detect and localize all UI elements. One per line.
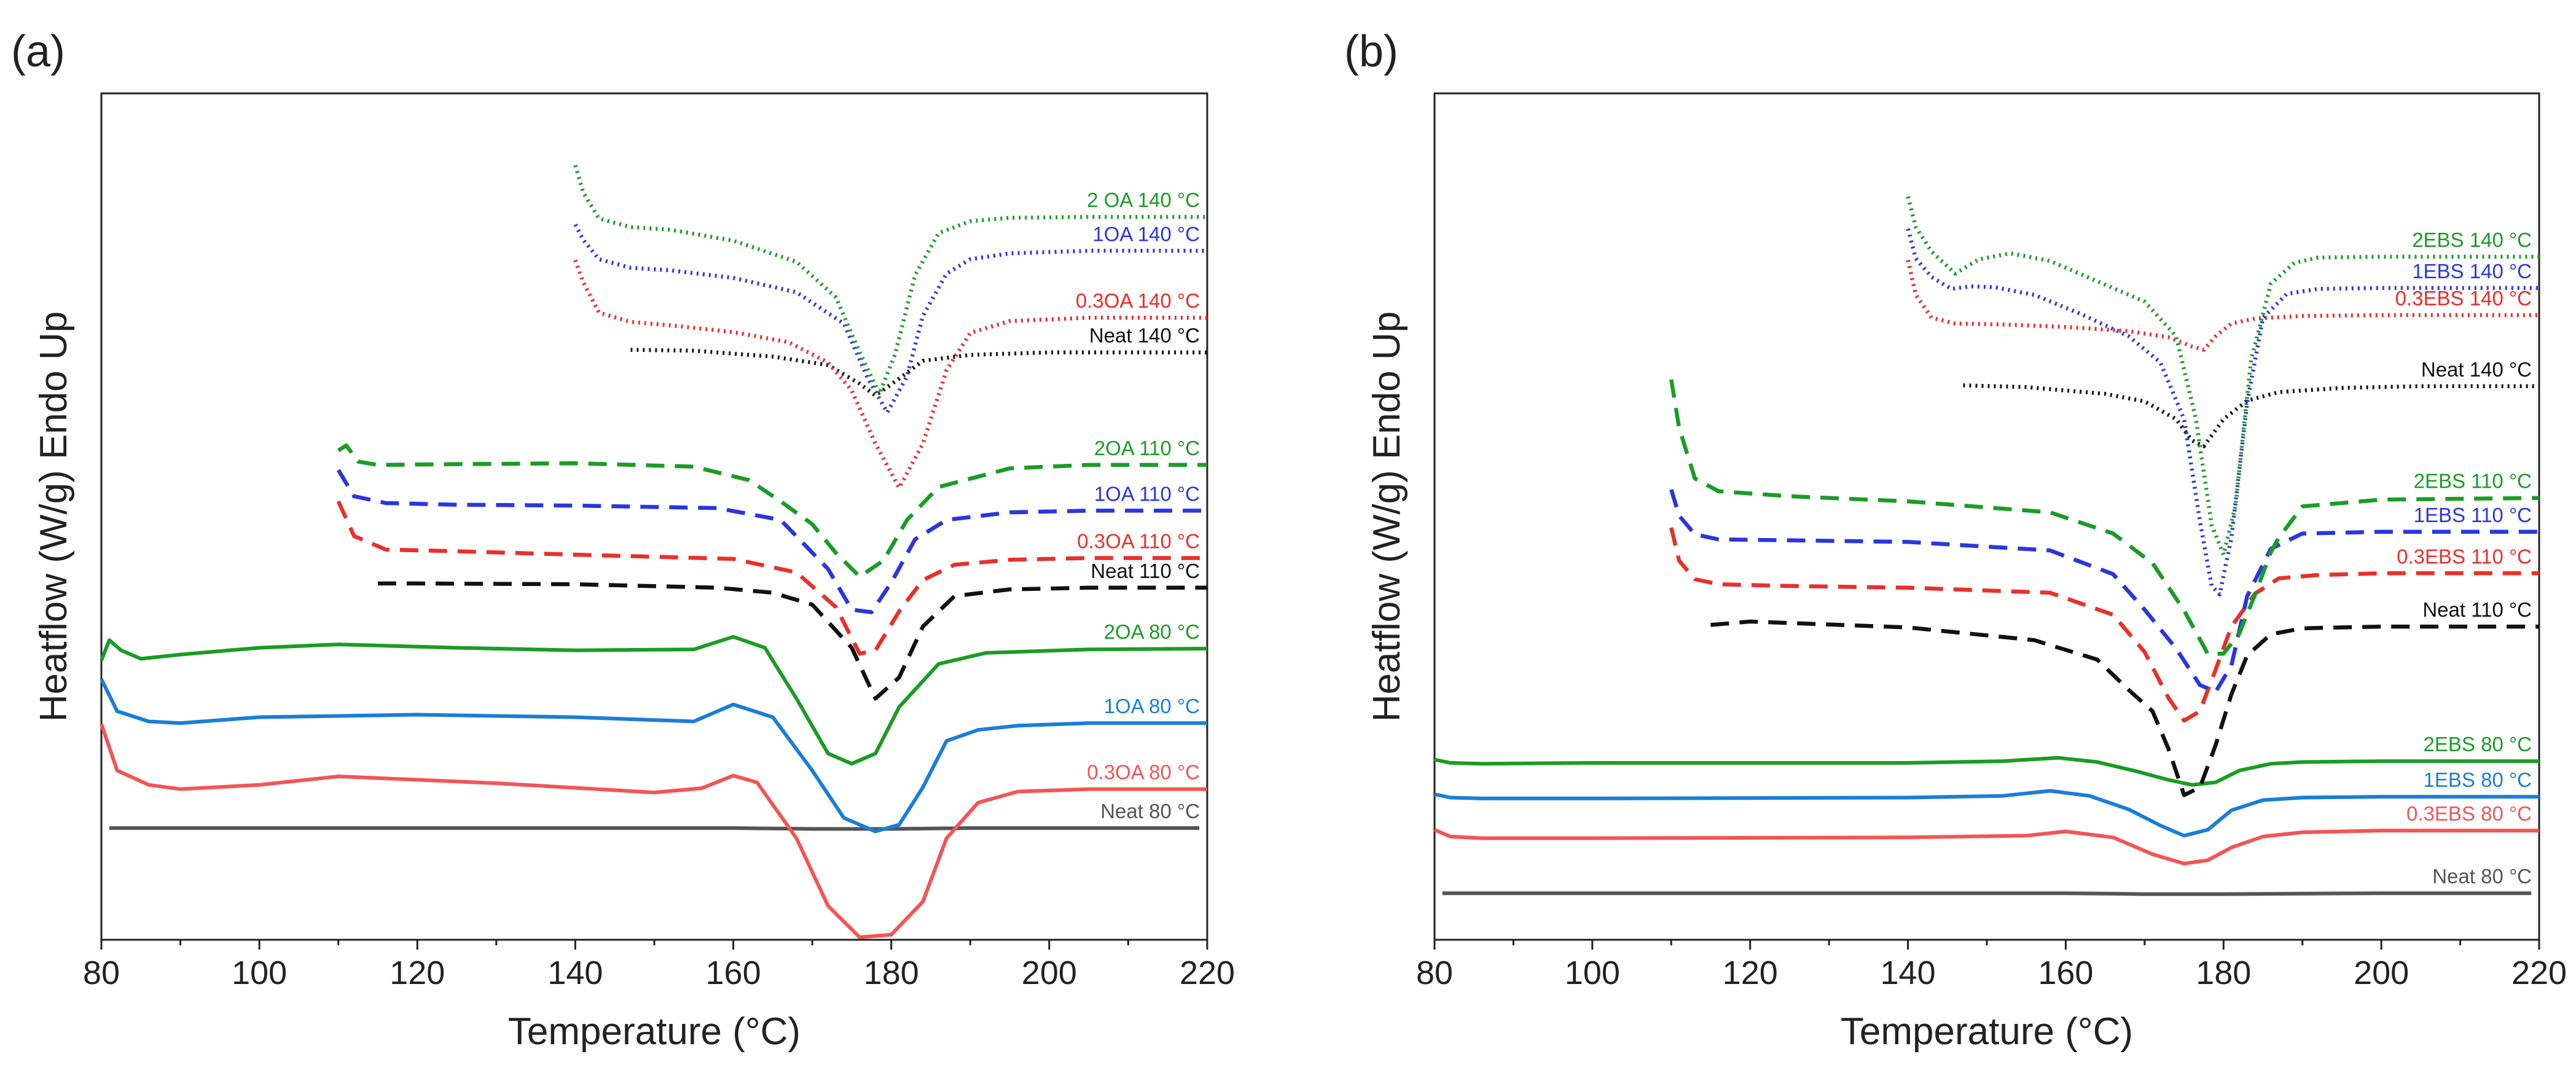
series-line-b-neat-110-c bbox=[1710, 619, 2539, 797]
series-label-b-neat-110-c: Neat 110 °C bbox=[2422, 598, 2532, 621]
series-label-a-1oa-140-c: 1OA 140 °C bbox=[1092, 222, 1200, 245]
series-line-a-0-3oa-110-c bbox=[336, 500, 1207, 656]
x-tick-label: 200 bbox=[2354, 955, 2409, 991]
series-line-b-0-3ebs-140-c bbox=[1906, 259, 2539, 352]
series-line-b-1ebs-140-c bbox=[1906, 228, 2539, 597]
series-label-b-0-3ebs-140-c: 0.3EBS 140 °C bbox=[2395, 287, 2532, 310]
series-label-b-1ebs-110-c: 1EBS 110 °C bbox=[2414, 504, 2532, 526]
series-line-b-1ebs-110-c bbox=[1669, 488, 2539, 694]
x-tick-label: 140 bbox=[1881, 955, 1936, 991]
series-label-b-1ebs-140-c: 1EBS 140 °C bbox=[2412, 260, 2532, 283]
plot-frame bbox=[100, 92, 1208, 941]
series-label-a-neat-140-c: Neat 140 °C bbox=[1089, 324, 1200, 347]
series-label-a-2oa-110-c: 2OA 110 °C bbox=[1094, 437, 1200, 459]
series-line-a-1oa-110-c bbox=[336, 469, 1207, 614]
panel-a: (a) 80 100 120 140 160 180 200 220 Temperature (°… bbox=[11, 27, 1235, 1053]
series-label-a-0-3oa-140-c: 0.3OA 140 °C bbox=[1076, 289, 1200, 312]
series-label-b-neat-140-c: Neat 140 °C bbox=[2421, 358, 2532, 381]
series-line-a-1oa-80-c bbox=[100, 678, 1207, 834]
series-line-a-1oa-140-c bbox=[573, 224, 1207, 415]
series-line-b-neat-140-c bbox=[1963, 383, 2539, 448]
series-line-b-2ebs-110-c bbox=[1669, 379, 2540, 656]
series-line-a-neat-80-c bbox=[109, 826, 1200, 831]
series-line-a-neat-140-c bbox=[630, 348, 1207, 398]
x-tick-label: 80 bbox=[1416, 955, 1453, 991]
x-tick-label: 180 bbox=[864, 955, 919, 991]
series-line-b-2ebs-80-c bbox=[1434, 756, 2539, 787]
panel-b: (b) 80 100 120 140 160 180 200 220 Temperature (°… bbox=[1344, 27, 2567, 1053]
panel-letter: (a) bbox=[11, 27, 65, 76]
series-line-a-neat-110-c bbox=[378, 581, 1207, 701]
series-label-b-neat-80-c: Neat 80 °C bbox=[2432, 865, 2532, 888]
series-label-b-2ebs-110-c: 2EBS 110 °C bbox=[2414, 470, 2532, 493]
x-tick-label: 100 bbox=[232, 955, 287, 991]
series-label-a-1oa-80-c: 1OA 80 °C bbox=[1104, 695, 1200, 717]
series-line-b-0-3ebs-110-c bbox=[1669, 527, 2539, 723]
series-label-b-0-3ebs-80-c: 0.3EBS 80 °C bbox=[2406, 802, 2532, 825]
x-tick-label: 220 bbox=[2511, 955, 2567, 991]
series-line-a-0-3oa-80-c bbox=[100, 723, 1207, 939]
series-label-a-1oa-110-c: 1OA 110 °C bbox=[1094, 482, 1200, 505]
series-line-b-1ebs-80-c bbox=[1434, 789, 2539, 838]
series-label-a-neat-110-c: Neat 110 °C bbox=[1090, 560, 1200, 582]
series-line-a-2-oa-140-c bbox=[573, 165, 1207, 396]
x-tick-label: 180 bbox=[2196, 955, 2251, 991]
x-tick-label: 140 bbox=[547, 955, 603, 991]
plot-frame bbox=[1433, 92, 2540, 941]
series-label-a-neat-80-c: Neat 80 °C bbox=[1100, 800, 1200, 822]
x-axis-label: Temperature (°C) bbox=[1841, 1010, 2133, 1053]
x-tick-label: 200 bbox=[1022, 955, 1077, 991]
series-line-a-2oa-110-c bbox=[337, 443, 1207, 579]
series-line-b-neat-80-c bbox=[1442, 891, 2532, 896]
y-axis-label: Heatflow (W/g) Endo Up bbox=[1366, 311, 1408, 722]
x-tick-label: 120 bbox=[390, 955, 445, 991]
series-label-a-2oa-80-c: 2OA 80 °C bbox=[1104, 620, 1200, 643]
series-label-a-0-3oa-110-c: 0.3OA 110 °C bbox=[1077, 530, 1200, 553]
panel-letter: (b) bbox=[1344, 27, 1398, 76]
x-tick-label: 100 bbox=[1565, 955, 1620, 991]
y-axis-label: Heatflow (W/g) Endo Up bbox=[33, 311, 75, 722]
series-line-a-2oa-80-c bbox=[100, 635, 1208, 766]
series-label-b-2ebs-80-c: 2EBS 80 °C bbox=[2424, 733, 2532, 756]
x-tick-label: 80 bbox=[83, 955, 120, 991]
x-tick-label: 120 bbox=[1723, 955, 1778, 991]
series-label-b-2ebs-140-c: 2EBS 140 °C bbox=[2412, 228, 2532, 251]
x-axis-label: Temperature (°C) bbox=[508, 1010, 801, 1053]
series-line-b-0-3ebs-80-c bbox=[1433, 828, 2539, 865]
x-tick-label: 220 bbox=[1180, 955, 1235, 991]
series-label-a-2-oa-140-c: 2 OA 140 °C bbox=[1087, 189, 1200, 211]
series-label-a-0-3oa-80-c: 0.3OA 80 °C bbox=[1087, 761, 1200, 784]
series-label-b-0-3ebs-110-c: 0.3EBS 110 °C bbox=[2397, 545, 2532, 568]
x-tick-label: 160 bbox=[2038, 955, 2093, 991]
x-tick-label: 160 bbox=[706, 955, 761, 991]
series-label-b-1ebs-80-c: 1EBS 80 °C bbox=[2424, 768, 2532, 791]
